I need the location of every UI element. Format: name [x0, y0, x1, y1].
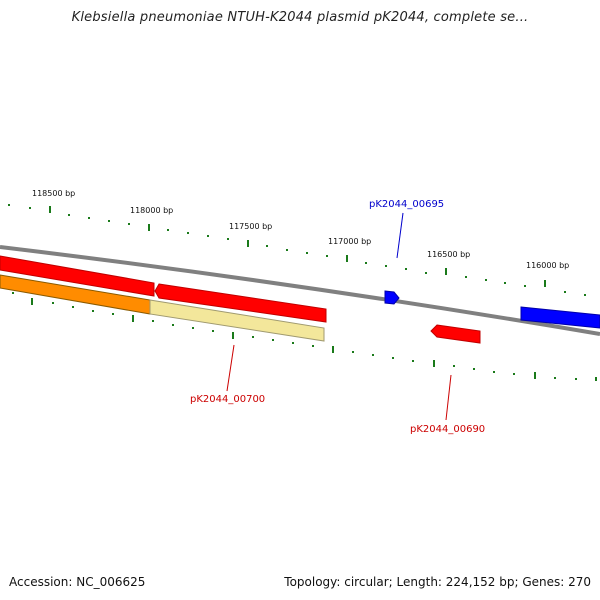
- tick-label: 117500 bp: [229, 222, 272, 231]
- gene-leader-line: [396, 212, 404, 259]
- inner-tick-track: [12, 292, 597, 381]
- gene-feature-red-2[interactable]: [154, 283, 327, 323]
- backbone-arc: [0, 245, 600, 336]
- tick-label: 118500 bp: [32, 189, 75, 198]
- tick-label: 116000 bp: [526, 261, 569, 270]
- gene-label[interactable]: pK2044_00690: [410, 424, 485, 435]
- topology-summary: Topology: circular; Length: 224,152 bp; …: [284, 575, 591, 589]
- gene-feature-red-small[interactable]: [430, 324, 481, 344]
- tick-label: 116500 bp: [427, 250, 470, 259]
- gene-leader-line: [226, 344, 235, 392]
- gene-feature-blue-small[interactable]: [384, 290, 400, 305]
- tick-label: 117000 bp: [328, 237, 371, 246]
- map-title: Klebsiella pneumoniae NTUH-K2044 plasmid…: [71, 10, 529, 25]
- gene-label[interactable]: pK2044_00700: [190, 394, 265, 405]
- gene-feature-yellow[interactable]: [149, 299, 325, 342]
- gene-label[interactable]: pK2044_00695: [369, 199, 444, 210]
- gene-feature-red-1[interactable]: [0, 255, 155, 297]
- gene-feature-blue-large[interactable]: [520, 306, 600, 329]
- gene-leader-line: [445, 374, 452, 421]
- outer-tick-track: [8, 204, 586, 296]
- tick-label: 118000 bp: [130, 206, 173, 215]
- accession-text: Accession: NC_006625: [9, 575, 146, 589]
